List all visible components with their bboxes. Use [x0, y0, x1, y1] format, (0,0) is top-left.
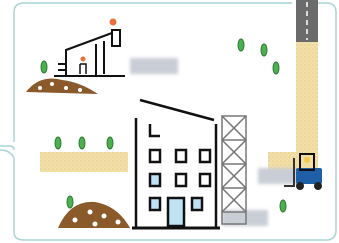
- rock-dots-part: [50, 82, 54, 86]
- road: [268, 0, 318, 172]
- rock-dots-part: [38, 86, 42, 90]
- rock-dots-part: [93, 222, 98, 227]
- building-part: [150, 198, 160, 210]
- forklift-part: [304, 157, 310, 163]
- shelter-part: [58, 64, 66, 70]
- blurred-vehicle-part: [130, 58, 178, 74]
- scaffold: [222, 116, 246, 224]
- shelter-part: [80, 64, 86, 74]
- tree-part: [55, 137, 61, 149]
- tree-part: [238, 39, 244, 51]
- building-part: [192, 198, 202, 210]
- rock-dots-part: [102, 214, 107, 219]
- building-part: [176, 174, 186, 186]
- site-illustration: [0, 0, 339, 243]
- rock-dots-part: [88, 210, 93, 215]
- blurred-vehicle-part: [258, 168, 298, 184]
- road-part: [296, 42, 318, 172]
- rock-pile-part: [26, 79, 98, 95]
- building-part: [176, 150, 186, 162]
- rock-dots-part: [116, 220, 121, 225]
- building-part: [150, 150, 160, 162]
- rock-dots-part: [64, 86, 68, 90]
- building-part: [168, 198, 184, 226]
- page: (() => { document.querySelectorAll('svg …: [0, 0, 339, 243]
- tree-part: [273, 62, 279, 74]
- forklift-part: [314, 182, 322, 190]
- building: [132, 100, 220, 228]
- tree-part: [67, 196, 73, 208]
- rock-dots-part: [73, 218, 78, 223]
- building-part: [200, 150, 210, 162]
- rock-dots-part: [78, 88, 82, 92]
- building-part: [140, 100, 214, 120]
- building-part: [150, 174, 160, 186]
- shelter: [54, 19, 125, 77]
- building-part: [150, 124, 160, 136]
- forklift-part: [296, 182, 304, 190]
- shelter-part: [81, 57, 86, 62]
- sand-strip: [40, 152, 128, 172]
- shelter-part: [110, 19, 117, 26]
- tree-part: [41, 61, 47, 73]
- shelter-part: [112, 30, 120, 46]
- tree-part: [261, 44, 267, 56]
- tree-part: [280, 200, 286, 212]
- tree-part: [107, 137, 113, 149]
- building-part: [200, 174, 210, 186]
- tree-part: [79, 137, 85, 149]
